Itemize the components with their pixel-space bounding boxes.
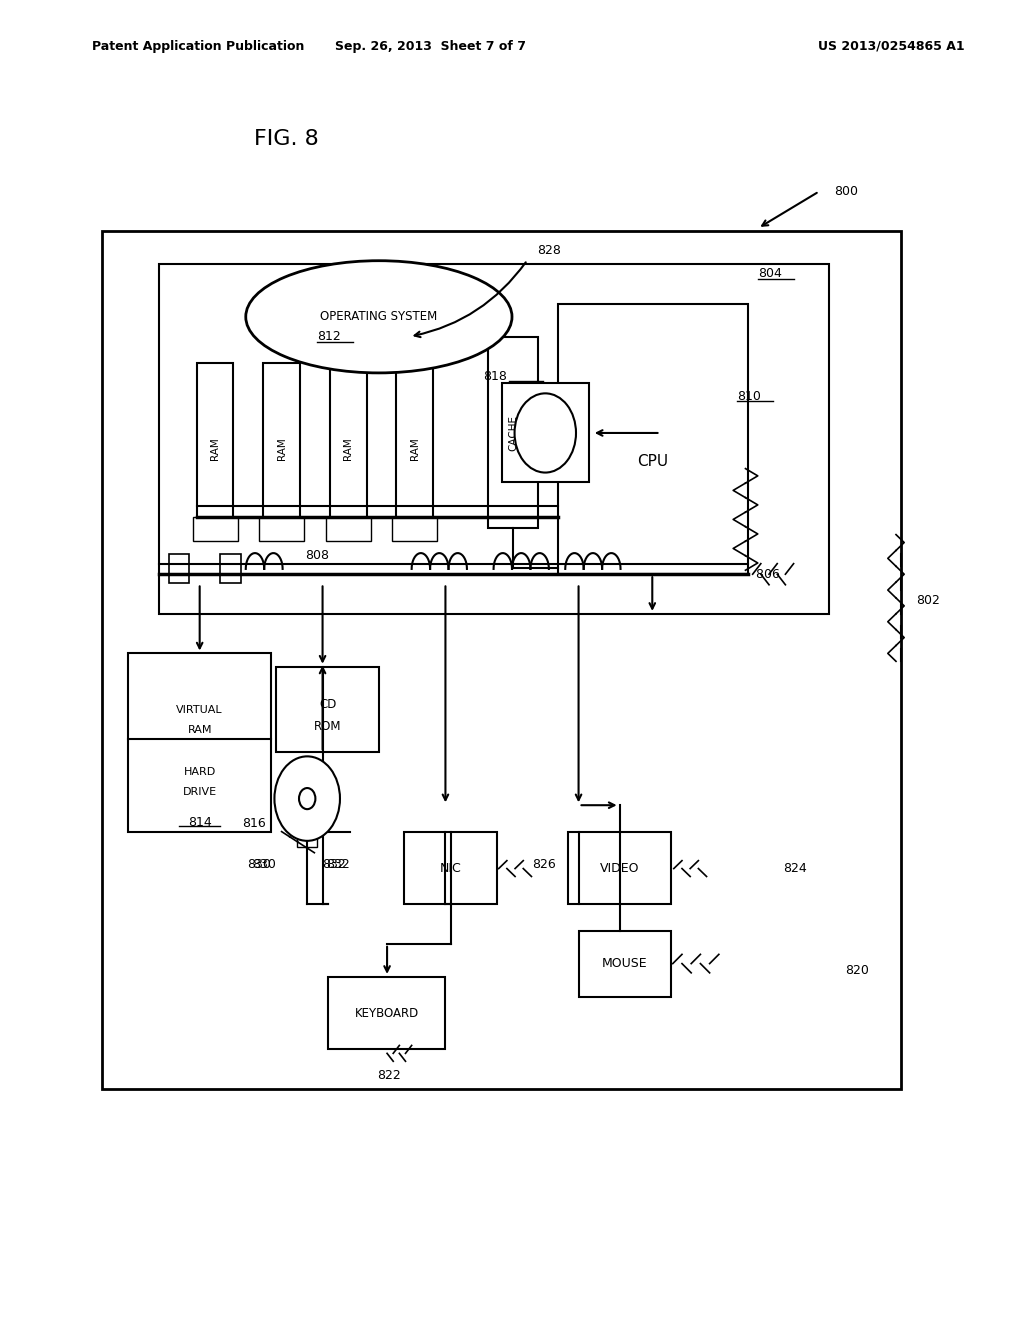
Text: FIG. 8: FIG. 8 <box>254 128 319 149</box>
Text: 800: 800 <box>835 185 858 198</box>
Text: VIDEO: VIDEO <box>600 862 639 875</box>
Circle shape <box>274 756 340 841</box>
Text: 828: 828 <box>538 244 561 257</box>
Text: HARD: HARD <box>183 767 216 777</box>
Text: 804: 804 <box>758 267 781 280</box>
Text: 802: 802 <box>916 594 940 607</box>
FancyBboxPatch shape <box>392 517 437 541</box>
Circle shape <box>299 788 315 809</box>
Ellipse shape <box>246 261 512 372</box>
Text: 824: 824 <box>783 862 807 875</box>
FancyBboxPatch shape <box>579 931 671 997</box>
Text: 832: 832 <box>326 858 349 871</box>
FancyBboxPatch shape <box>263 363 300 528</box>
Text: VIRTUAL: VIRTUAL <box>176 705 223 715</box>
Text: OPERATING SYSTEM: OPERATING SYSTEM <box>321 310 437 323</box>
Text: CPU: CPU <box>637 454 668 470</box>
FancyBboxPatch shape <box>102 231 901 1089</box>
FancyBboxPatch shape <box>330 363 367 528</box>
FancyBboxPatch shape <box>259 517 304 541</box>
Text: 832: 832 <box>323 858 346 871</box>
FancyBboxPatch shape <box>169 554 189 583</box>
Text: 820: 820 <box>845 964 868 977</box>
Text: Patent Application Publication: Patent Application Publication <box>92 40 304 53</box>
Text: ROM: ROM <box>314 719 341 733</box>
Text: CD: CD <box>319 698 336 711</box>
FancyBboxPatch shape <box>328 977 445 1049</box>
FancyBboxPatch shape <box>197 363 233 528</box>
Text: 830: 830 <box>253 858 276 871</box>
Text: 826: 826 <box>532 858 556 871</box>
Text: RAM: RAM <box>276 437 287 461</box>
FancyBboxPatch shape <box>404 832 497 904</box>
Text: 808: 808 <box>305 549 330 562</box>
FancyBboxPatch shape <box>276 667 379 752</box>
Text: 830: 830 <box>248 858 271 871</box>
FancyBboxPatch shape <box>297 832 317 847</box>
FancyBboxPatch shape <box>502 383 589 482</box>
Text: DRIVE: DRIVE <box>182 787 217 797</box>
Text: 812: 812 <box>317 330 341 343</box>
Text: Sep. 26, 2013  Sheet 7 of 7: Sep. 26, 2013 Sheet 7 of 7 <box>335 40 525 53</box>
Text: RAM: RAM <box>210 437 220 461</box>
Text: 818: 818 <box>483 370 507 383</box>
Text: CACHE: CACHE <box>508 414 518 451</box>
Text: 810: 810 <box>737 389 761 403</box>
FancyBboxPatch shape <box>159 264 829 614</box>
Text: RAM: RAM <box>410 437 420 461</box>
FancyBboxPatch shape <box>396 363 433 528</box>
Text: NIC: NIC <box>439 862 462 875</box>
Text: 822: 822 <box>377 1069 401 1082</box>
FancyBboxPatch shape <box>326 517 371 541</box>
FancyBboxPatch shape <box>568 832 671 904</box>
Text: MOUSE: MOUSE <box>602 957 647 970</box>
Text: RAM: RAM <box>187 725 212 735</box>
Text: RAM: RAM <box>343 437 353 461</box>
Text: 806: 806 <box>748 568 779 581</box>
FancyBboxPatch shape <box>488 337 538 528</box>
FancyBboxPatch shape <box>558 304 748 574</box>
Text: KEYBOARD: KEYBOARD <box>354 1007 419 1020</box>
Text: 814: 814 <box>187 816 212 829</box>
FancyBboxPatch shape <box>128 653 271 832</box>
Text: US 2013/0254865 A1: US 2013/0254865 A1 <box>817 40 965 53</box>
Text: BIOS: BIOS <box>531 428 559 438</box>
Circle shape <box>514 393 575 473</box>
FancyBboxPatch shape <box>220 554 241 583</box>
FancyBboxPatch shape <box>193 517 238 541</box>
Text: 816: 816 <box>243 817 266 830</box>
